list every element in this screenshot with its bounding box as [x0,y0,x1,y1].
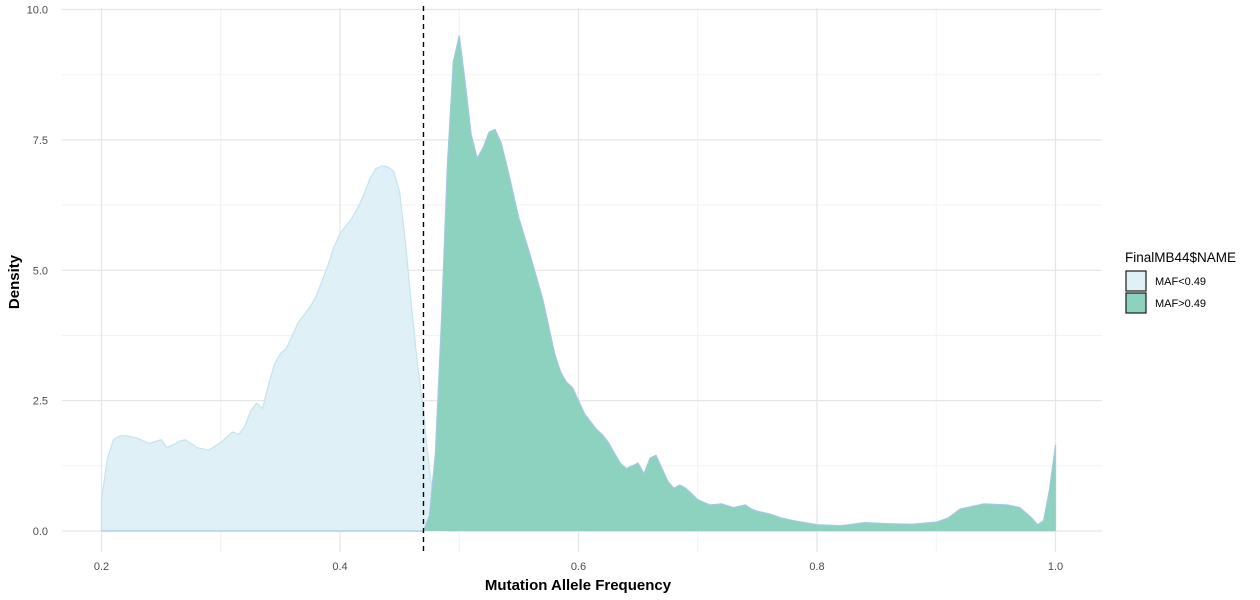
x-tick-label: 1.0 [1048,561,1063,573]
density-areas [100,35,1057,532]
y-tick-label: 0.0 [33,526,48,538]
legend-key-maf-high [1125,292,1147,314]
density-area-maf-high [101,35,1056,531]
x-tick-label: 0.2 [94,561,109,573]
y-tick-label: 5.0 [33,265,48,277]
y-tick-label: 7.5 [33,135,48,147]
legend-label-maf-low: MAF<0.49 [1155,276,1206,288]
y-tick-label: 10.0 [27,5,48,17]
x-tick-label: 0.4 [332,561,347,573]
y-axis-ticks: 0.0 2.5 5.0 7.5 10.0 [27,5,48,539]
x-tick-label: 0.6 [571,561,586,573]
legend-title: FinalMB44$NAME [1125,250,1236,265]
y-axis-title: Density [6,254,23,309]
x-axis-ticks: 0.2 0.4 0.6 0.8 1.0 [94,561,1063,573]
legend: FinalMB44$NAME MAF<0.49 MAF>0.49 [1125,250,1236,314]
density-area-maf-low [101,165,1056,531]
legend-key-maf-low [1125,270,1147,292]
x-axis-title: Mutation Allele Frequency [485,577,672,594]
legend-label-maf-high: MAF>0.49 [1155,298,1206,310]
y-tick-label: 2.5 [33,396,48,408]
density-outline-maf-high [101,35,1057,532]
x-tick-label: 0.8 [809,561,824,573]
density-outline-maf-low [100,165,1056,532]
